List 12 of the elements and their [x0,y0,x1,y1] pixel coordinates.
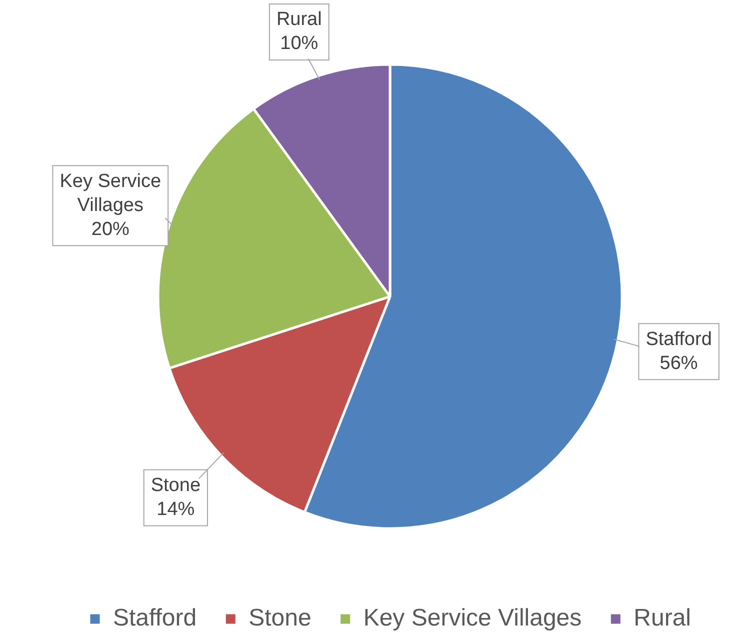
slice-label: Stone [150,474,201,496]
slice-label: Rural [276,9,322,30]
data-label: 56% [660,352,698,374]
slice-label: Stafford [646,328,712,350]
legend-label: Stafford [112,604,197,632]
data-label: 14% [156,498,195,520]
legend-label: Key Service Villages [363,604,582,632]
legend-label: Stone [248,604,312,632]
data-label: 10% [280,33,318,54]
legend-label: Rural [634,604,692,632]
slice-label: Key Service Villages [60,170,162,216]
data-label: 20% [91,218,130,240]
